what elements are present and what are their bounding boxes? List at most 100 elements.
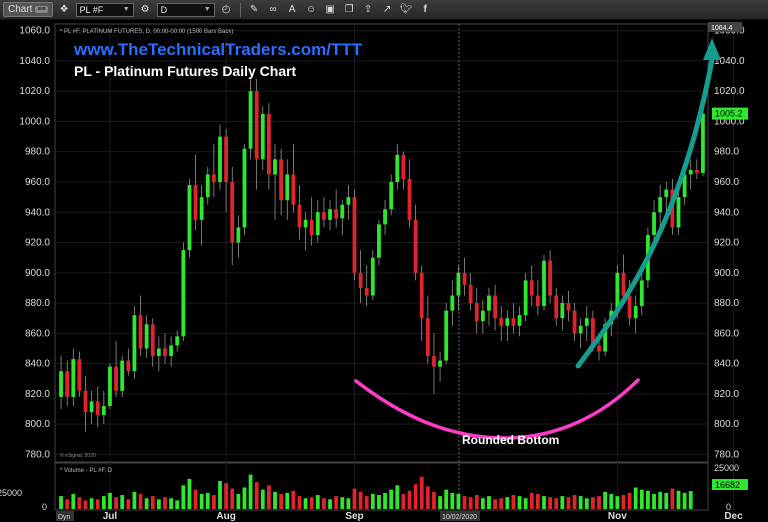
candle-body — [71, 359, 76, 397]
volume-bar — [95, 499, 100, 509]
volume-bar — [407, 490, 412, 509]
volume-bar — [627, 492, 632, 509]
volume-bar — [670, 488, 675, 509]
volume-bar — [566, 497, 571, 509]
symbol-input[interactable]: PL #F ▼ — [75, 2, 134, 17]
chart-tab-badge: ≡≡ — [35, 6, 48, 13]
volume-bar — [591, 497, 595, 509]
pin-icon[interactable]: ❖ — [59, 4, 69, 15]
volume-bar — [352, 488, 357, 509]
candle-body — [187, 185, 192, 251]
candle-body — [511, 318, 516, 326]
toolbar-divider — [239, 2, 241, 17]
candle-body — [664, 189, 669, 198]
y-tick-label-left: 980.0 — [25, 147, 50, 158]
candle-body — [59, 371, 63, 397]
candle-body — [419, 272, 424, 319]
x-tick-label: Dec — [724, 511, 743, 522]
gridlines — [55, 30, 708, 455]
url-banner: www.TheTechnicalTraders.com/TTT — [73, 40, 363, 59]
candle-body — [462, 272, 467, 285]
twitter-icon[interactable]: 🐦︎ — [399, 4, 413, 15]
volume-bar — [230, 488, 235, 509]
volume-bar — [652, 493, 656, 509]
candle-body — [529, 280, 534, 296]
y-tick-label-left: 940.0 — [25, 207, 50, 218]
candle-body — [242, 148, 247, 228]
volume-bar — [150, 496, 155, 509]
volume-bar — [193, 489, 198, 509]
volume-bar — [432, 491, 436, 509]
volume-bar — [358, 491, 363, 509]
candle-body — [566, 303, 571, 311]
top-price-tag-text: 1064.4 — [711, 25, 733, 32]
volume-bar — [401, 493, 406, 509]
candle-body — [328, 209, 332, 220]
volume-bar — [389, 489, 394, 509]
candle-body — [108, 366, 112, 407]
y-tick-label-left: 840.0 — [25, 359, 50, 370]
candle-body — [181, 250, 186, 337]
rounded-bottom-label: Rounded Bottom — [462, 433, 559, 447]
candle-body — [554, 295, 559, 319]
candle-body — [138, 315, 143, 349]
volume-bar — [535, 493, 540, 509]
x-axis: Jul Aug Sep Nov Dec — [103, 511, 743, 522]
volume-bar — [303, 498, 308, 509]
candle-body — [688, 169, 693, 175]
volume-bar — [101, 496, 106, 509]
volume-bar — [108, 492, 112, 509]
candle-body — [334, 209, 339, 219]
volume-bar — [322, 498, 326, 509]
volume-bar — [114, 497, 118, 509]
volume-bar — [419, 476, 424, 509]
candle-body — [584, 318, 589, 326]
candle-body — [627, 295, 632, 319]
link-icon[interactable]: ∞ — [269, 4, 277, 15]
volume-bar — [242, 487, 247, 509]
text-icon[interactable]: A — [288, 4, 296, 15]
volume-bar — [688, 491, 693, 509]
arrow-icon[interactable]: ↗ — [382, 4, 392, 15]
emoji-icon[interactable]: ☺ — [306, 4, 317, 15]
volume-bar — [315, 495, 320, 509]
volume-bar — [578, 496, 583, 509]
uptrend-arrow-head — [703, 38, 721, 60]
volume-last-tag-text: 16682 — [715, 480, 740, 490]
volume-bar — [505, 497, 510, 509]
volume-bar — [364, 496, 369, 509]
candle-body — [322, 212, 326, 220]
y-tick-label-right: 860.0 — [714, 328, 739, 339]
candle-body — [254, 91, 259, 160]
candle-body — [432, 356, 436, 367]
candle-body — [358, 272, 363, 288]
volume-bar — [621, 495, 626, 509]
chart-tab[interactable]: Chart ≡≡ — [3, 2, 53, 17]
candle-body — [480, 310, 485, 322]
copy-icon[interactable]: ❐ — [344, 4, 354, 15]
candle-body — [456, 272, 461, 296]
volume-bar — [211, 495, 216, 509]
volume-bar — [646, 490, 650, 509]
save-icon[interactable]: ▣ — [325, 4, 335, 15]
candle-body — [383, 209, 387, 225]
y-tick-label-right: 800.0 — [714, 419, 739, 430]
candle-body — [548, 260, 553, 296]
facebook-icon[interactable]: f — [423, 4, 427, 15]
candle-body — [591, 318, 595, 346]
settings-icon[interactable]: ⚙ — [140, 4, 150, 15]
candle-body — [218, 136, 222, 183]
volume-bar — [383, 492, 387, 509]
clock-icon[interactable]: ◴ — [221, 4, 231, 15]
x-tick-label: Nov — [608, 511, 627, 522]
candle-body — [468, 284, 473, 304]
dyn-button[interactable] — [56, 511, 74, 521]
candle-body — [346, 197, 351, 205]
pencil-icon[interactable]: ✎ — [249, 4, 259, 15]
y-tick-label-left: 1020.0 — [19, 86, 50, 97]
interval-select[interactable]: D ▼ — [156, 2, 215, 17]
candle-body — [77, 359, 82, 391]
candle-body — [413, 219, 418, 273]
y-tick-label-left: 920.0 — [25, 238, 50, 249]
share-icon[interactable]: ⇧ — [363, 4, 373, 15]
